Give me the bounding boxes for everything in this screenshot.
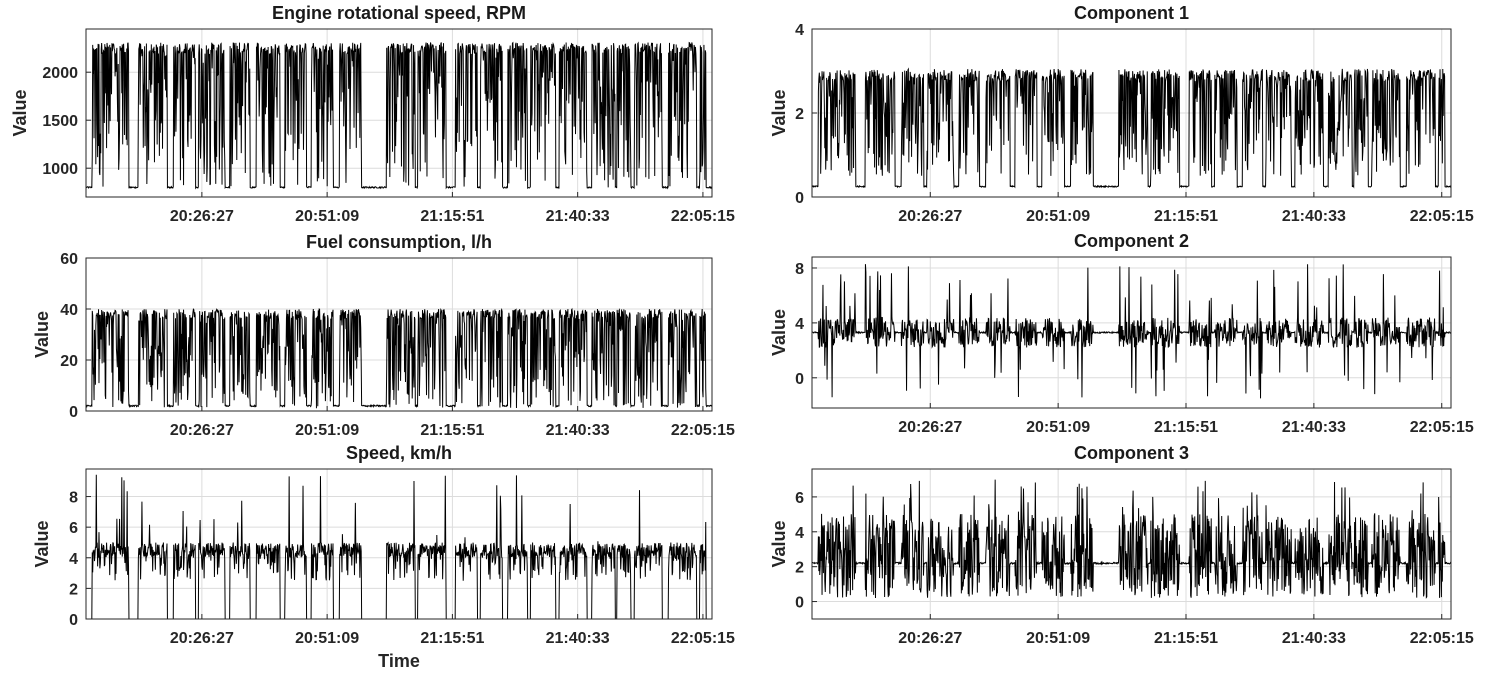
axes-frame [811,256,1452,409]
y-tick-label: 4 [795,525,804,542]
axes-frame [85,257,713,412]
y-tick-label: 0 [795,371,804,388]
subplot-2: 20:26:27 20:51:09 21:15:51 21:40:33 22:05:15… [32,232,735,439]
x-tick-label: 22:05:15 [1410,419,1474,436]
x-tick-label: 20:51:09 [1026,208,1090,225]
y-tick-label: 40 [60,302,78,319]
x-tick-label: 20:26:27 [170,422,234,439]
x-tick-label: 20:26:27 [170,630,234,647]
x-tick-label: 20:26:27 [898,419,962,436]
y-tick-label: 20 [60,353,78,370]
y-tick-label: 1500 [42,113,78,130]
axes-frame [85,468,713,620]
x-tick-label: 20:51:09 [295,630,359,647]
subplot-6: 20:26:27 20:51:09 21:15:51 21:40:33 22:05:15… [769,443,1474,647]
chart-title: Speed, km/h [346,443,452,463]
y-axis-label: Value [32,520,52,567]
y-tick-label: 2 [795,560,804,577]
x-tick-label: 21:40:33 [1282,208,1346,225]
chart-title: Component 2 [1074,231,1189,251]
y-axis-label: Value [32,311,52,358]
x-tick-label: 21:40:33 [546,630,610,647]
subplot-4: 20:26:27 20:51:09 21:15:51 21:40:33 22:05:15… [769,3,1474,225]
y-axis-label: Value [10,89,30,136]
subplot-3: 20:26:27 20:51:09 21:15:51 21:40:33 22:05:15… [32,443,735,671]
chart-title: Component 3 [1074,443,1189,463]
y-tick-label: 0 [795,595,804,612]
x-tick-label: 21:15:51 [420,422,484,439]
x-tick-label: 20:26:27 [898,208,962,225]
x-tick-label: 21:15:51 [1154,208,1218,225]
y-tick-label: 2 [69,581,78,598]
x-tick-label: 21:40:33 [546,208,610,225]
y-tick-label: 6 [795,490,804,507]
series-line [85,41,713,190]
y-tick-label: 4 [795,22,804,39]
axes-frame [85,28,713,198]
y-tick-label: 2000 [42,65,78,82]
y-axis-label: Value [769,520,789,567]
x-tick-label: 20:51:09 [295,422,359,439]
series-line [86,474,712,620]
x-tick-label: 21:15:51 [420,208,484,225]
subplot-1: 20:26:27 20:51:09 21:15:51 21:40:33 22:05:15… [10,3,735,225]
x-tick-label: 22:05:15 [671,208,735,225]
subplot-5: 20:26:27 20:51:09 21:15:51 21:40:33 22:05:15… [769,231,1474,436]
y-tick-label: 4 [69,551,78,568]
y-tick-label: 60 [60,251,78,268]
series-line [811,479,1452,599]
chart-title: Fuel consumption, l/h [306,232,492,252]
y-axis-label: Value [769,309,789,356]
x-tick-label: 22:05:15 [1410,630,1474,647]
series-line [85,307,713,409]
x-tick-label: 21:40:33 [546,422,610,439]
x-tick-label: 20:51:09 [1026,419,1090,436]
y-tick-label: 6 [69,520,78,537]
y-tick-label: 0 [795,190,804,207]
x-tick-label: 21:15:51 [1154,419,1218,436]
x-tick-label: 21:40:33 [1282,630,1346,647]
x-tick-label: 22:05:15 [671,630,735,647]
x-tick-label: 21:15:51 [1154,630,1218,647]
series-line [811,67,1452,189]
y-tick-label: 4 [795,316,804,333]
x-tick-label: 20:51:09 [295,208,359,225]
x-tick-label: 20:26:27 [170,208,234,225]
x-tick-label: 21:40:33 [1282,419,1346,436]
x-tick-label: 22:05:15 [671,422,735,439]
y-tick-label: 0 [69,612,78,629]
y-axis-label: Value [769,89,789,136]
y-tick-label: 0 [69,404,78,421]
x-tick-label: 21:15:51 [420,630,484,647]
axes-frame [811,468,1452,620]
x-tick-label: 20:26:27 [898,630,962,647]
x-tick-label: 22:05:15 [1410,208,1474,225]
chart-title: Component 1 [1074,3,1189,23]
y-tick-label: 1000 [42,161,78,178]
y-tick-label: 2 [795,106,804,123]
x-axis-label: Time [378,651,420,671]
series-line [811,264,1452,399]
y-tick-label: 8 [69,490,78,507]
x-tick-label: 20:51:09 [1026,630,1090,647]
y-tick-label: 8 [795,261,804,278]
chart-title: Engine rotational speed, RPM [272,3,526,23]
